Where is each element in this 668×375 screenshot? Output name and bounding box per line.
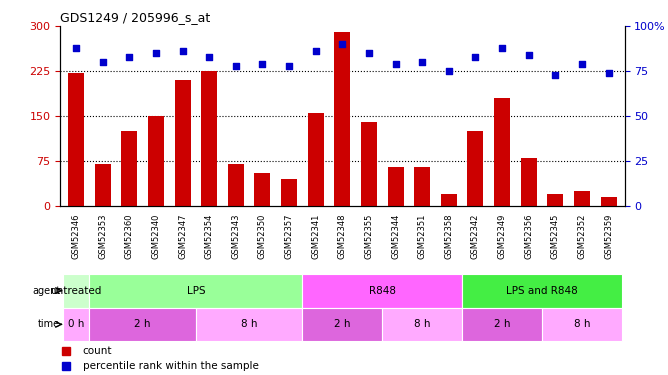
Bar — [414, 167, 430, 206]
Bar — [521, 158, 536, 206]
Bar — [441, 194, 457, 206]
Point — [284, 63, 295, 69]
Bar — [494, 98, 510, 206]
Text: 8 h: 8 h — [574, 320, 591, 329]
Bar — [201, 71, 217, 206]
Bar — [574, 191, 590, 206]
Text: 0 h: 0 h — [68, 320, 84, 329]
Bar — [303, 308, 382, 341]
Text: 8 h: 8 h — [241, 320, 257, 329]
Text: R848: R848 — [369, 286, 395, 296]
Bar — [68, 73, 84, 206]
Point — [497, 45, 508, 51]
Point — [550, 72, 560, 78]
Text: 2 h: 2 h — [494, 320, 510, 329]
Point — [603, 70, 614, 76]
Bar — [63, 274, 90, 308]
Bar — [90, 274, 303, 308]
Point — [230, 63, 241, 69]
Text: GDS1249 / 205996_s_at: GDS1249 / 205996_s_at — [60, 11, 210, 24]
Bar — [228, 164, 244, 206]
Bar — [174, 80, 190, 206]
Bar — [303, 274, 462, 308]
Text: percentile rank within the sample: percentile rank within the sample — [83, 360, 259, 370]
Bar — [547, 194, 563, 206]
Point — [417, 59, 428, 65]
Text: 8 h: 8 h — [414, 320, 430, 329]
Text: LPS and R848: LPS and R848 — [506, 286, 578, 296]
Point — [124, 54, 135, 60]
Bar — [335, 32, 350, 206]
Point — [390, 61, 401, 67]
Point — [470, 54, 481, 60]
Point — [98, 59, 108, 65]
Bar — [361, 122, 377, 206]
Bar — [601, 197, 617, 206]
Point — [150, 50, 161, 56]
Point — [363, 50, 374, 56]
Bar — [387, 167, 403, 206]
Text: agent: agent — [32, 286, 60, 296]
Text: time: time — [38, 320, 60, 329]
Point — [311, 48, 321, 54]
Bar — [382, 308, 462, 341]
Point — [257, 61, 268, 67]
Point — [71, 45, 81, 51]
Point — [524, 52, 534, 58]
Text: 2 h: 2 h — [134, 320, 151, 329]
Point — [177, 48, 188, 54]
Point — [576, 61, 587, 67]
Bar — [90, 308, 196, 341]
Bar — [462, 274, 622, 308]
Point — [337, 41, 347, 47]
Bar — [63, 308, 90, 341]
Bar — [462, 308, 542, 341]
Bar — [281, 179, 297, 206]
Bar — [255, 173, 271, 206]
Point — [204, 54, 214, 60]
Bar — [148, 116, 164, 206]
Bar — [196, 308, 303, 341]
Point — [444, 68, 454, 74]
Text: count: count — [83, 346, 112, 356]
Text: untreated: untreated — [50, 286, 102, 296]
Text: 2 h: 2 h — [334, 320, 351, 329]
Bar — [468, 131, 484, 206]
Bar — [308, 113, 324, 206]
Bar — [95, 164, 111, 206]
Bar — [542, 308, 622, 341]
Bar — [122, 131, 138, 206]
Text: LPS: LPS — [186, 286, 205, 296]
